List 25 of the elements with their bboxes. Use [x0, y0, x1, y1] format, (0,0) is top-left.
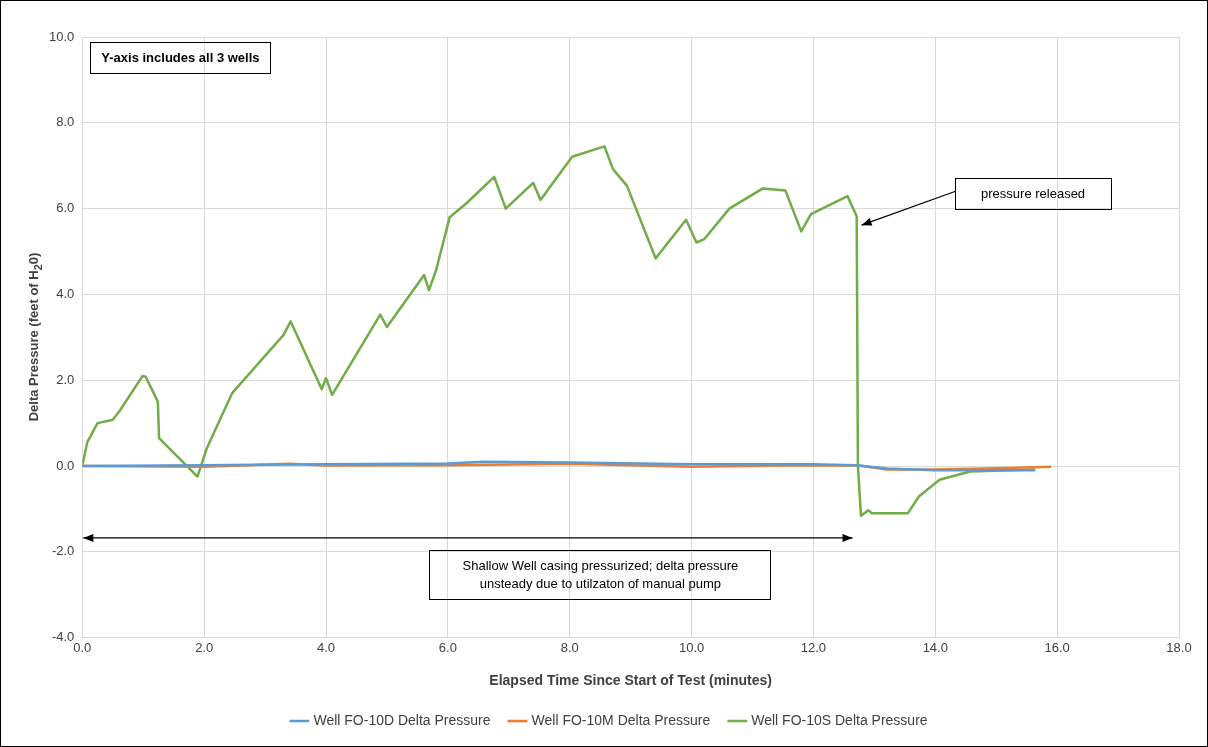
y-tick-label: 4.0	[56, 285, 75, 301]
y-tick-label: -4.0	[51, 629, 75, 645]
annotation: Shallow Well casing pressurized; delta pressure unsteady due to utilzaton of manual pump	[429, 549, 772, 601]
x-tick-label: 6.0	[438, 639, 457, 655]
y-tick-label: 0.0	[56, 457, 75, 473]
x-tick-label: 0.0	[73, 639, 92, 655]
legend-label: Well FO-10S Delta Pressure	[751, 711, 928, 728]
y-tick-label: 2.0	[56, 371, 75, 387]
x-tick-label: 18.0	[1166, 639, 1192, 655]
x-axis-title: Elapsed Time Since Start of Test (minutes)	[489, 672, 772, 689]
y-tick-label: 8.0	[56, 114, 75, 130]
y-tick-label: 6.0	[56, 200, 75, 216]
x-tick-label: 8.0	[560, 639, 579, 655]
annotation: Y-axis includes all 3 wells	[90, 42, 271, 75]
legend-label: Well FO-10D Delta Pressure	[313, 711, 491, 728]
y-tick-label: 10.0	[48, 28, 75, 44]
x-tick-label: 2.0	[195, 639, 214, 655]
annotation: pressure released	[954, 178, 1112, 211]
y-tick-label: -2.0	[51, 543, 75, 559]
x-tick-label: 4.0	[316, 639, 336, 655]
x-tick-label: 10.0	[678, 639, 705, 655]
x-tick-label: 14.0	[922, 639, 948, 655]
x-tick-label: 16.0	[1044, 639, 1070, 655]
x-tick-label: 12.0	[800, 639, 827, 655]
legend-label: Well FO-10M Delta Pressure	[531, 711, 711, 728]
